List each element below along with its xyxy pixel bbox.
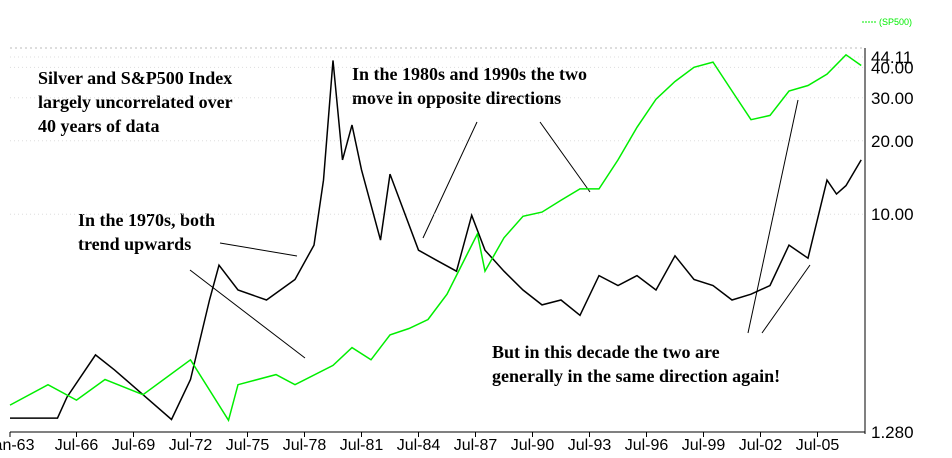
legend-label: (SP500) xyxy=(879,17,912,27)
annotation: Silver and S&P500 Index xyxy=(38,68,232,88)
x-tick-label: Jul-05 xyxy=(796,437,840,454)
x-tick-label: Jul-96 xyxy=(625,437,669,454)
x-tick-label: Jul-78 xyxy=(283,437,327,454)
series-line xyxy=(9,53,862,423)
x-tick-label: Jul-69 xyxy=(112,437,156,454)
annotation: move in opposite directions xyxy=(352,88,561,108)
x-tick-label: Jul-90 xyxy=(511,437,555,454)
y-tick-label: 44.11 xyxy=(871,48,912,67)
x-tick-label: Jul-87 xyxy=(454,437,498,454)
x-tick-label: Jul-93 xyxy=(568,437,612,454)
annotation: generally in the same direction again! xyxy=(492,366,780,386)
x-tick-label: Jul-81 xyxy=(340,437,384,454)
annotation: In the 1980s and 1990s the two xyxy=(352,64,587,84)
annotation: But in this decade the two are xyxy=(492,342,720,362)
x-tick-label: Jul-02 xyxy=(739,437,783,454)
y-tick-label: 20.00 xyxy=(871,132,914,151)
x-tick-label: Jan-63 xyxy=(0,437,35,454)
y-tick-label: 40.00 xyxy=(871,58,914,77)
x-tick-label: Jul-72 xyxy=(169,437,213,454)
y-tick-label: 1.280 xyxy=(871,423,914,442)
x-tick-label: Jul-84 xyxy=(397,437,441,454)
x-tick-label: Jul-66 xyxy=(55,437,99,454)
x-tick-label: Jul-75 xyxy=(226,437,270,454)
annotation: In the 1970s, both xyxy=(78,210,215,230)
x-tick-label: Jul-99 xyxy=(682,437,726,454)
annotation-arrows xyxy=(189,99,811,359)
y-tick-label: 10.00 xyxy=(871,205,914,224)
annotation: trend upwards xyxy=(78,234,191,254)
annotation: 40 years of data xyxy=(38,116,159,136)
series-line xyxy=(10,60,862,421)
annotation: largely uncorrelated over xyxy=(38,92,233,112)
y-tick-label: 30.00 xyxy=(871,89,914,108)
